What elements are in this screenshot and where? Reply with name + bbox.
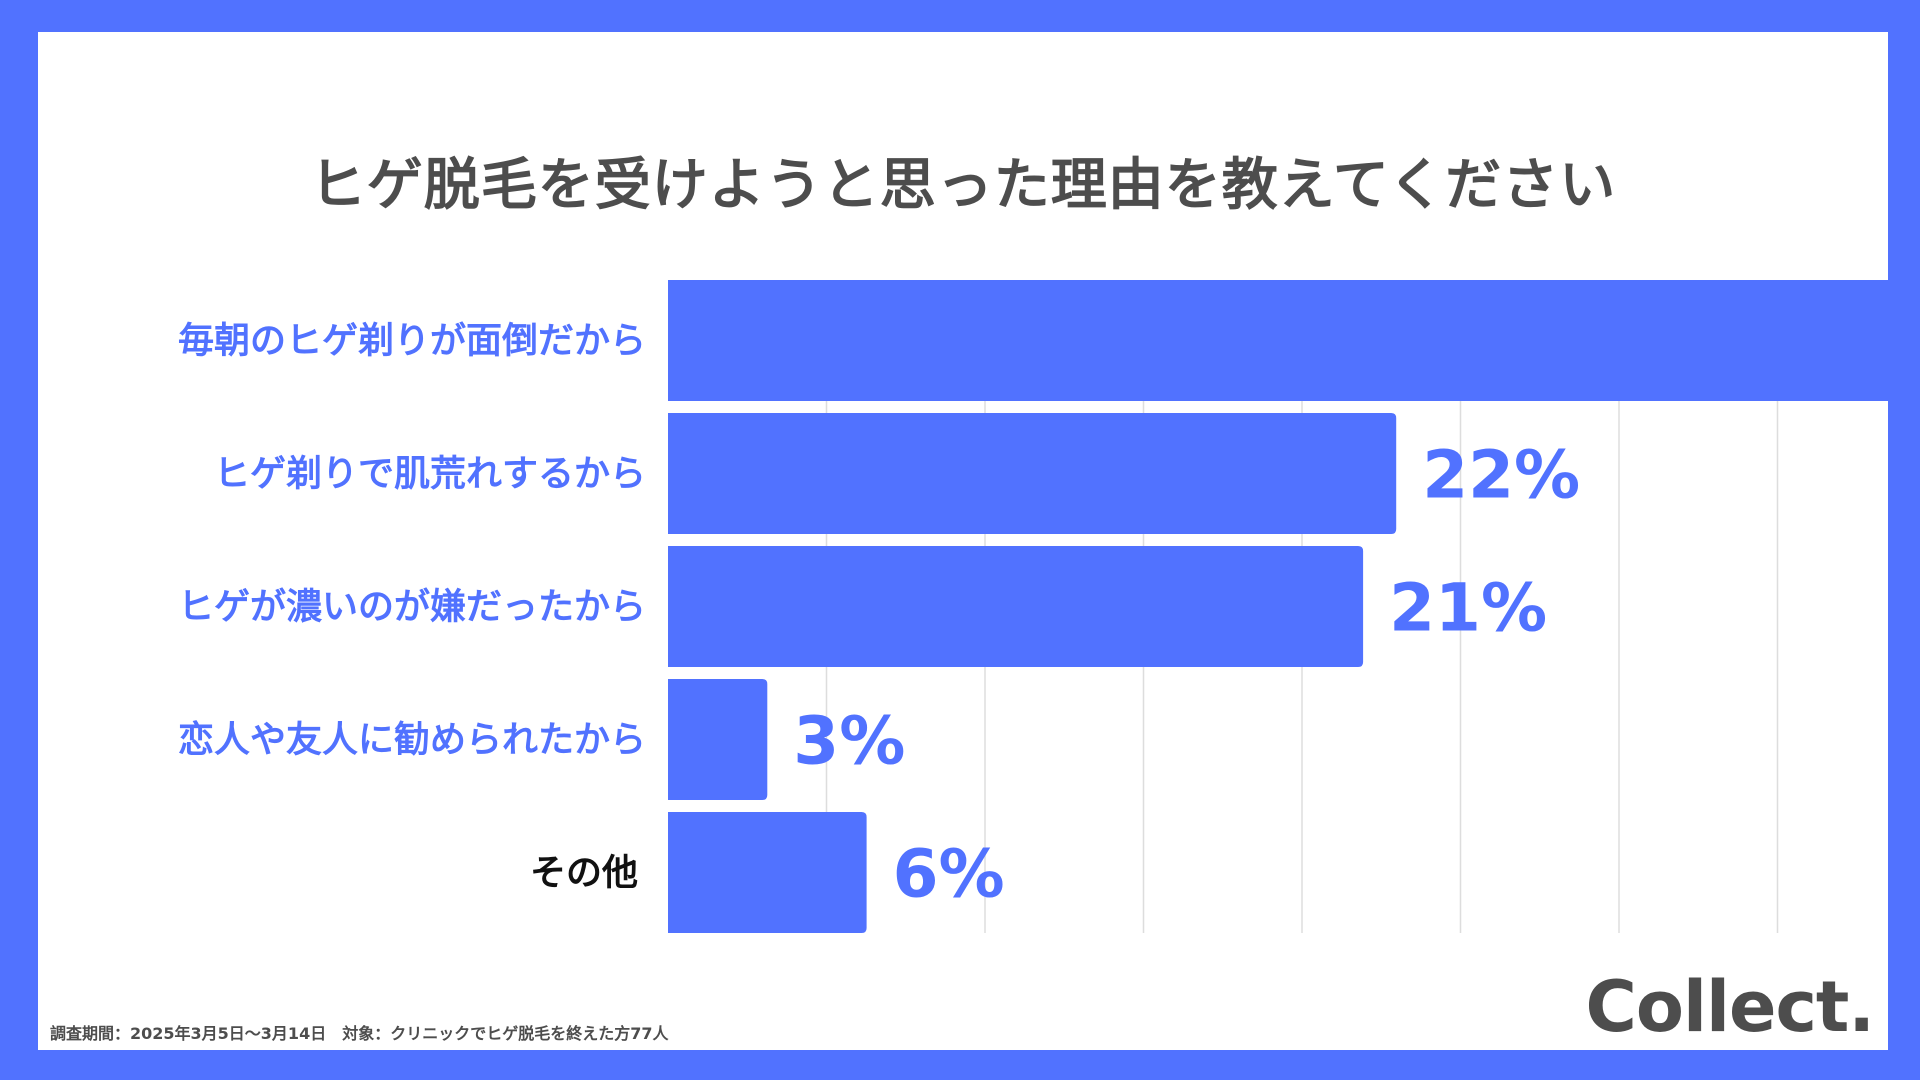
category-label: ヒゲが濃いのが嫌だったから [178,587,646,628]
category-label: 恋人や友人に勧められたから [178,719,646,761]
value-label: 6% [893,836,1005,913]
survey-footnote: 調査期間：2025年3月5日～3月14日 対象：クリニックでヒゲ脱毛を終えた方7… [50,1024,669,1043]
brand-logo: Collect. [1585,966,1875,1048]
category-label: その他 [530,853,638,894]
bar [668,546,1364,667]
bar [668,280,1888,401]
category-label: ヒゲ剃りで肌荒れするから [214,454,646,495]
value-label: 21% [1389,570,1547,647]
chart-frame: ヒゲ脱毛を受けようと思った理由を教えてください 毎朝のヒゲ剃りが面倒だから48%… [38,32,1888,1050]
bar-chart: 毎朝のヒゲ剃りが面倒だから48%ヒゲ剃りで肌荒れするから22%ヒゲが濃いのが嫌だ… [178,280,1888,933]
bar [668,812,867,933]
bar [668,679,768,800]
category-label: 毎朝のヒゲ剃りが面倒だから [178,321,646,362]
chart-title: ヒゲ脱毛を受けようと思った理由を教えてください [309,153,1617,218]
value-label: 22% [1422,437,1580,514]
value-label: 3% [793,703,905,780]
bar [668,413,1397,534]
